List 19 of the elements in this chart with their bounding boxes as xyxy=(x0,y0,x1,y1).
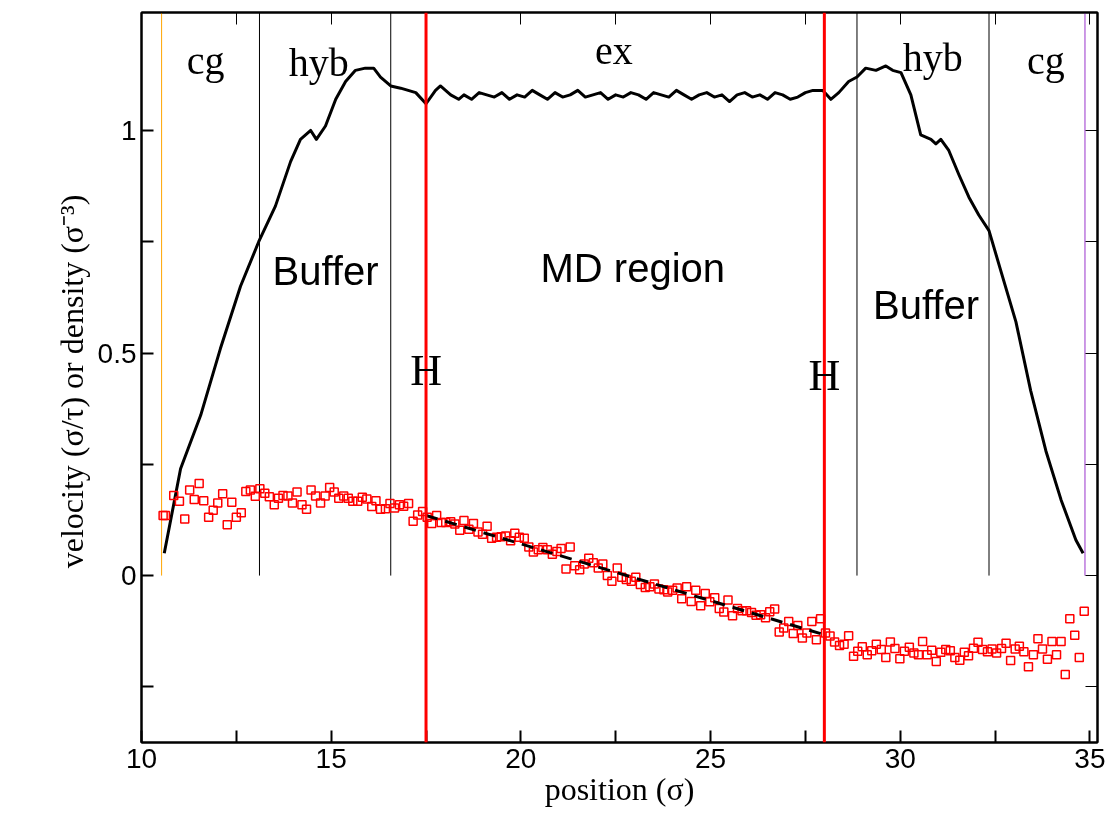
x-tick-label: 30 xyxy=(884,742,916,774)
annotation: Buffer xyxy=(873,283,980,328)
x-tick-label: 20 xyxy=(505,742,537,774)
y-tick-label: 0.5 xyxy=(97,337,137,369)
annotation: hyb xyxy=(902,34,963,80)
x-tick-label: 25 xyxy=(694,742,727,774)
x-axis-title: position (σ) xyxy=(544,770,695,807)
annotation: hyb xyxy=(288,39,349,85)
annotation: cg xyxy=(186,38,225,84)
annotation: Buffer xyxy=(272,248,379,293)
x-tick-label: 15 xyxy=(315,742,347,774)
y-tick-label: 0 xyxy=(120,560,137,592)
annotation: ex xyxy=(594,27,633,73)
annotation: MD region xyxy=(540,246,726,291)
x-tick-label: 35 xyxy=(1074,742,1106,774)
annotation: cg xyxy=(1027,38,1065,84)
y-axis-title: velocity (σ/τ) or density (σ⁻³) xyxy=(53,194,90,569)
y-tick-label: 1 xyxy=(120,114,137,146)
x-tick-label: 10 xyxy=(125,742,158,774)
